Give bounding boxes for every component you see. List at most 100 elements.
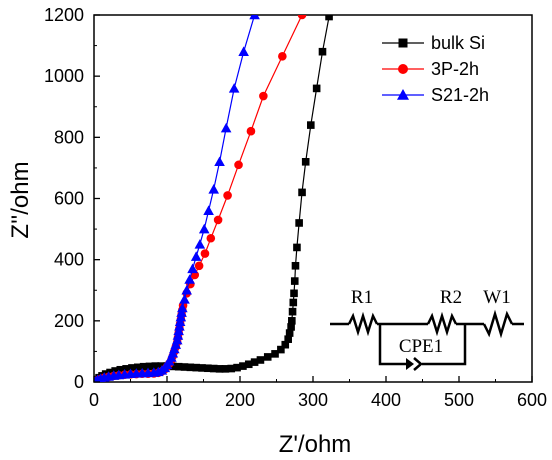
data-point-s21-2h xyxy=(228,83,240,93)
data-point-3p-2h xyxy=(213,215,223,225)
data-point-s21-2h xyxy=(187,263,198,274)
data-point-3p-2h xyxy=(259,91,268,101)
data-point-s21-2h xyxy=(184,274,195,284)
data-point-s21-2h xyxy=(203,205,214,215)
data-point-bulk-si xyxy=(271,350,279,358)
data-point-s21-2h xyxy=(208,184,220,194)
data-point-bulk-si xyxy=(174,362,183,371)
data-point-bulk-si xyxy=(239,362,247,370)
y-tick-label: 400 xyxy=(54,250,84,270)
data-point-bulk-si xyxy=(290,277,299,285)
data-point-s21-2h xyxy=(198,223,210,234)
y-tick-label: 200 xyxy=(54,311,84,331)
y-tick-label: 0 xyxy=(74,372,84,392)
circuit-wire xyxy=(378,324,406,366)
data-point-s21-2h xyxy=(181,284,193,295)
data-point-bulk-si xyxy=(106,368,114,377)
data-point-s21-2h xyxy=(177,302,188,313)
data-point-bulk-si xyxy=(288,317,296,325)
data-point-3p-2h xyxy=(297,15,307,20)
data-point-bulk-si xyxy=(287,323,295,331)
data-point-bulk-si xyxy=(180,363,189,371)
data-point-bulk-si xyxy=(233,363,241,372)
cpe-arrow-left xyxy=(406,358,414,370)
x-tick-label: 400 xyxy=(371,390,401,410)
data-point-3p-2h xyxy=(223,191,232,200)
data-point-bulk-si xyxy=(128,364,136,372)
data-point-bulk-si xyxy=(291,261,300,270)
data-point-3p-2h xyxy=(278,51,287,61)
x-tick-label: 100 xyxy=(152,390,182,410)
legend-marker-3p-2h xyxy=(398,64,408,74)
data-point-3p-2h xyxy=(206,233,216,243)
data-point-bulk-si xyxy=(277,345,285,354)
data-point-bulk-si xyxy=(301,158,310,166)
data-point-bulk-si xyxy=(145,362,154,371)
data-point-bulk-si xyxy=(325,15,333,21)
data-point-bulk-si xyxy=(284,335,292,343)
data-point-bulk-si xyxy=(312,84,321,93)
x-tick-label: 500 xyxy=(444,390,474,410)
resistor-r1-symbol xyxy=(347,311,379,337)
x-tick-label: 300 xyxy=(298,390,328,410)
data-point-bulk-si xyxy=(122,365,130,373)
circuit-label-cpe1: CPE1 xyxy=(399,336,443,357)
data-point-bulk-si xyxy=(285,329,294,337)
data-point-bulk-si xyxy=(215,365,224,373)
y-tick-label: 800 xyxy=(54,127,84,147)
legend-label-bulk-si: bulk Si xyxy=(431,33,485,53)
data-point-3p-2h xyxy=(234,160,243,170)
data-point-bulk-si xyxy=(281,340,290,349)
data-point-s21-2h xyxy=(214,156,225,167)
data-point-bulk-si xyxy=(111,367,119,375)
data-point-3p-2h xyxy=(194,261,204,271)
circuit-label-r1: R1 xyxy=(351,287,373,308)
data-point-bulk-si xyxy=(290,289,298,298)
data-point-bulk-si xyxy=(221,365,230,373)
data-point-s21-2h xyxy=(194,239,206,249)
data-point-bulk-si xyxy=(288,307,297,316)
circuit-wire xyxy=(422,324,467,366)
data-point-bulk-si xyxy=(227,364,236,373)
data-point-bulk-si xyxy=(198,364,206,372)
data-point-bulk-si xyxy=(209,364,218,373)
data-point-bulk-si xyxy=(256,356,265,364)
legend-marker-s21-2h xyxy=(397,89,409,100)
legend-label-3p-2h: 3P-2h xyxy=(431,59,479,79)
x-tick-label: 600 xyxy=(517,390,547,410)
circuit-label-w1: W1 xyxy=(483,287,510,308)
resistor-r2-symbol xyxy=(426,311,458,337)
data-point-bulk-si xyxy=(307,121,315,129)
circuit-label-r2: R2 xyxy=(440,287,462,308)
data-point-s21-2h xyxy=(238,46,249,56)
x-axis-title: Z'/ohm xyxy=(279,431,352,458)
data-point-bulk-si xyxy=(263,353,272,361)
warburg-w1-symbol xyxy=(482,309,514,339)
data-point-s21-2h xyxy=(220,122,232,133)
data-point-bulk-si xyxy=(250,358,259,366)
data-point-bulk-si xyxy=(289,298,298,307)
data-point-bulk-si xyxy=(244,360,253,369)
series-line-3p-2h xyxy=(95,15,303,382)
data-point-bulk-si xyxy=(186,363,195,372)
data-point-3p-2h xyxy=(200,249,210,258)
legend-marker-bulk-si xyxy=(398,38,408,48)
data-point-bulk-si xyxy=(298,188,306,197)
series-group xyxy=(94,15,333,382)
data-point-bulk-si xyxy=(151,362,160,370)
data-point-s21-2h xyxy=(249,15,260,20)
x-tick-label: 0 xyxy=(89,390,99,410)
data-point-bulk-si xyxy=(169,362,177,371)
y-axis-title: Z''/ohm xyxy=(7,161,34,238)
data-point-bulk-si xyxy=(204,364,212,373)
data-point-bulk-si xyxy=(293,243,301,252)
y-tick-label: 600 xyxy=(54,189,84,209)
data-point-bulk-si xyxy=(134,363,142,372)
y-tick-label: 1000 xyxy=(44,66,84,86)
data-point-bulk-si xyxy=(139,362,148,371)
data-point-bulk-si xyxy=(157,362,165,370)
data-point-bulk-si xyxy=(295,219,303,227)
data-point-s21-2h xyxy=(179,294,190,304)
